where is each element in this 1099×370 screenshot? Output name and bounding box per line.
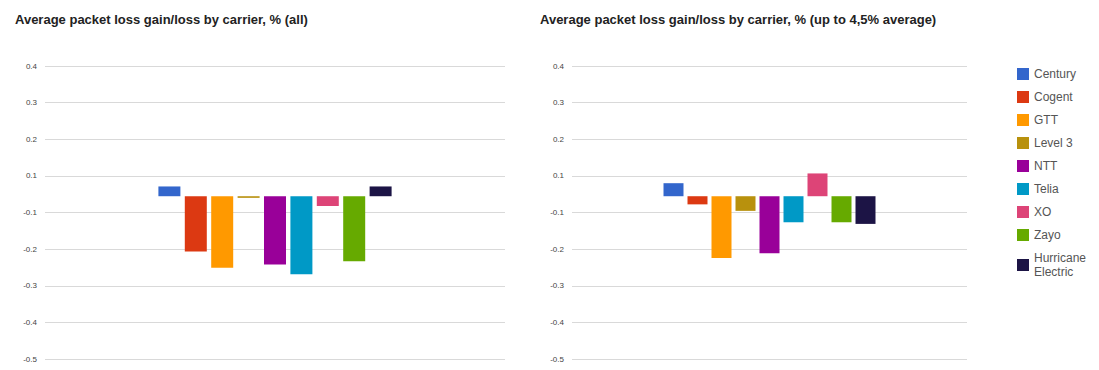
svg-text:Telia: Telia — [1034, 182, 1059, 196]
svg-text:-0.1: -0.1 — [23, 208, 37, 217]
svg-text:0.4: 0.4 — [553, 62, 565, 71]
svg-text:NTT: NTT — [1034, 159, 1058, 173]
svg-text:0.1: 0.1 — [26, 171, 38, 180]
svg-text:-0.5: -0.5 — [23, 355, 37, 364]
svg-text:Average packet loss gain/loss: Average packet loss gain/loss by carrier… — [15, 12, 308, 27]
svg-text:0.2: 0.2 — [553, 135, 565, 144]
svg-text:XO: XO — [1034, 205, 1051, 219]
svg-text:-0.3: -0.3 — [23, 281, 37, 290]
svg-text:Century: Century — [1034, 67, 1076, 81]
svg-text:0.2: 0.2 — [26, 135, 38, 144]
svg-text:-0.2: -0.2 — [550, 245, 564, 254]
svg-text:0.4: 0.4 — [26, 62, 38, 71]
svg-text:-0.3: -0.3 — [550, 281, 564, 290]
svg-text:GTT: GTT — [1034, 113, 1059, 127]
svg-text:-0.2: -0.2 — [23, 245, 37, 254]
svg-text:Hurricane: Hurricane — [1034, 251, 1089, 265]
svg-text:-0.1: -0.1 — [550, 208, 564, 217]
svg-text:-0.4: -0.4 — [550, 318, 564, 327]
svg-text:Cogent: Cogent — [1034, 90, 1073, 104]
svg-text:Average packet loss gain/loss: Average packet loss gain/loss by carrier… — [540, 12, 936, 27]
svg-text:0.1: 0.1 — [553, 171, 565, 180]
svg-text:Zayo: Zayo — [1034, 228, 1061, 242]
svg-text:0.3: 0.3 — [553, 98, 565, 107]
svg-text:Level 3: Level 3 — [1034, 136, 1073, 150]
svg-text:-0.4: -0.4 — [23, 318, 37, 327]
svg-text:Electric: Electric — [1034, 265, 1073, 279]
svg-text:-0.5: -0.5 — [550, 355, 564, 364]
svg-text:0.3: 0.3 — [26, 98, 38, 107]
